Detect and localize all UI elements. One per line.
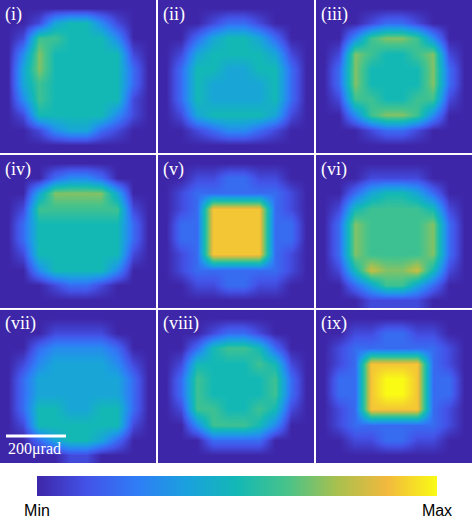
svg-text:(iii): (iii)	[321, 4, 348, 25]
svg-text:Min: Min	[24, 502, 50, 519]
svg-text:200μrad: 200μrad	[8, 440, 61, 458]
svg-text:(vii): (vii)	[5, 313, 36, 334]
svg-text:(v): (v)	[163, 159, 184, 180]
svg-text:(viii): (viii)	[163, 313, 199, 334]
svg-text:(ix): (ix)	[321, 313, 347, 334]
svg-text:Max: Max	[422, 502, 452, 519]
svg-text:(ii): (ii)	[163, 4, 185, 25]
svg-text:(i): (i)	[5, 4, 22, 25]
svg-text:(iv): (iv)	[5, 159, 31, 180]
svg-text:(vi): (vi)	[321, 159, 347, 180]
